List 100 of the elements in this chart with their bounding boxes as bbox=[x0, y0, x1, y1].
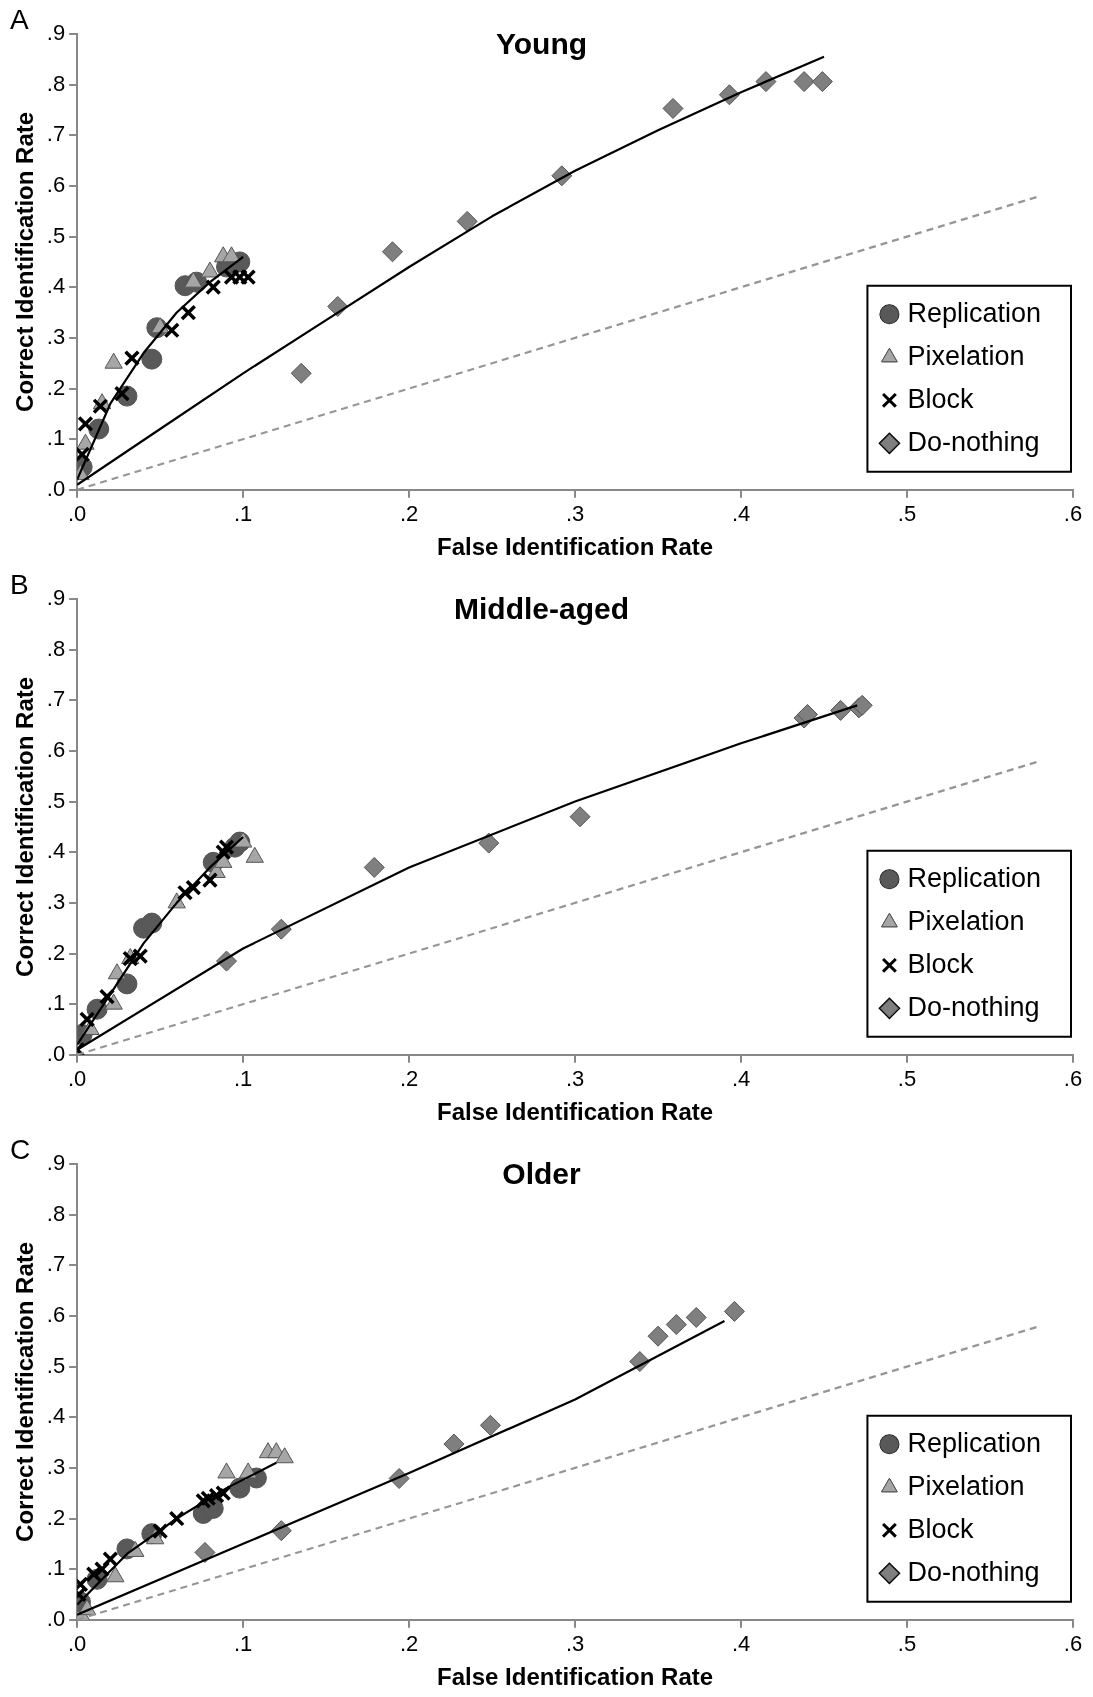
x-axis-title: False Identification Rate bbox=[437, 1663, 714, 1691]
y-tick-label: .3 bbox=[46, 888, 66, 914]
point bbox=[102, 1550, 119, 1568]
point bbox=[168, 1510, 185, 1527]
legend-label: Replication bbox=[907, 862, 1041, 893]
y-tick-label: .5 bbox=[46, 222, 66, 248]
x-tick-label: .0 bbox=[67, 1066, 87, 1092]
legend-label: Pixelation bbox=[907, 340, 1025, 371]
x-tick-label: .6 bbox=[1063, 1631, 1083, 1657]
y-tick-label: .8 bbox=[46, 1200, 66, 1226]
x-tick-label: .3 bbox=[565, 1066, 585, 1092]
point bbox=[201, 871, 219, 889]
x-tick-label: .2 bbox=[399, 1066, 419, 1092]
x-tick-label: .4 bbox=[731, 501, 751, 527]
point bbox=[443, 1433, 465, 1455]
point bbox=[723, 1300, 745, 1322]
chart-title: Young bbox=[495, 27, 588, 61]
point bbox=[382, 241, 403, 263]
y-tick-label: .0 bbox=[46, 1040, 66, 1066]
y-axis-title: Correct Identification Rate bbox=[11, 1241, 39, 1542]
point bbox=[92, 398, 109, 415]
y-tick-label: .2 bbox=[46, 374, 66, 400]
y-tick-label: .1 bbox=[46, 990, 66, 1016]
x-tick-label: .0 bbox=[67, 1631, 87, 1657]
point bbox=[176, 884, 194, 901]
point bbox=[363, 856, 385, 878]
y-tick-label: .3 bbox=[46, 323, 66, 349]
point bbox=[662, 97, 684, 119]
point bbox=[205, 279, 222, 296]
point bbox=[107, 963, 127, 980]
text: B bbox=[10, 569, 29, 601]
point bbox=[478, 832, 500, 854]
y-tick-label: .9 bbox=[46, 20, 66, 46]
x-tick-label: .5 bbox=[897, 1066, 917, 1092]
y-tick-label: .2 bbox=[46, 1504, 66, 1530]
point bbox=[98, 988, 116, 1005]
y-axis-title: Correct Identification Rate bbox=[11, 676, 39, 977]
x-tick-label: .5 bbox=[897, 1631, 917, 1657]
y-tick-label: .7 bbox=[46, 1251, 66, 1277]
point bbox=[163, 322, 180, 339]
point bbox=[479, 1414, 501, 1436]
y-tick-label: .4 bbox=[46, 1403, 66, 1429]
x-tick-label: .2 bbox=[399, 1631, 419, 1657]
legend-label: Block bbox=[907, 1513, 974, 1544]
point bbox=[456, 210, 478, 232]
y-tick-label: .4 bbox=[46, 838, 66, 864]
legend-label: Do-nothing bbox=[907, 991, 1040, 1022]
y-tick-label: .8 bbox=[46, 70, 66, 96]
y-tick-label: .6 bbox=[46, 737, 66, 762]
x-tick-label: .6 bbox=[1063, 501, 1083, 527]
point bbox=[239, 268, 257, 286]
point bbox=[685, 1306, 707, 1328]
x-axis-title: False Identification Rate bbox=[437, 1098, 714, 1126]
y-tick-label: .3 bbox=[46, 1453, 66, 1479]
point bbox=[141, 348, 163, 370]
legend-label: Replication bbox=[907, 297, 1041, 328]
point bbox=[223, 268, 240, 286]
text: C bbox=[10, 1134, 31, 1166]
point bbox=[215, 1485, 232, 1502]
x-tick-label: .1 bbox=[233, 1631, 253, 1657]
x-tick-label: .3 bbox=[565, 501, 585, 527]
legend-label: Pixelation bbox=[907, 1470, 1025, 1501]
x-tick-label: .1 bbox=[233, 1066, 253, 1092]
point bbox=[215, 844, 232, 861]
x-tick-label: .4 bbox=[731, 1631, 751, 1657]
text: A bbox=[10, 4, 29, 36]
legend-label: Replication bbox=[907, 1427, 1041, 1458]
y-tick-label: .9 bbox=[46, 585, 66, 611]
y-tick-label: .0 bbox=[46, 1605, 66, 1631]
point bbox=[180, 304, 197, 321]
point bbox=[194, 1541, 216, 1563]
y-tick-label: .5 bbox=[46, 787, 66, 813]
point bbox=[77, 415, 94, 433]
point bbox=[569, 806, 591, 828]
chart-title: Middle-aged bbox=[453, 592, 630, 626]
y-tick-label: .9 bbox=[46, 1150, 66, 1176]
point bbox=[195, 1492, 212, 1509]
point bbox=[113, 385, 131, 402]
legend-label: Block bbox=[907, 948, 974, 979]
chart-title: Older bbox=[502, 1157, 581, 1191]
y-tick-label: .8 bbox=[46, 635, 66, 661]
point bbox=[132, 947, 149, 965]
x-axis-title: False Identification Rate bbox=[437, 533, 714, 561]
point bbox=[811, 71, 833, 93]
y-tick-label: .7 bbox=[46, 686, 66, 712]
x-tick-label: .1 bbox=[233, 501, 253, 527]
point bbox=[78, 1011, 96, 1028]
y-tick-label: .5 bbox=[46, 1352, 66, 1378]
point bbox=[93, 1561, 111, 1578]
y-tick-label: .6 bbox=[46, 172, 66, 197]
x-tick-label: .0 bbox=[67, 501, 87, 527]
y-axis-title: Correct Identification Rate bbox=[11, 111, 39, 412]
point bbox=[793, 71, 815, 93]
y-tick-label: .4 bbox=[46, 273, 66, 299]
x-tick-label: .3 bbox=[565, 1631, 585, 1657]
y-tick-label: .0 bbox=[46, 475, 66, 501]
point bbox=[290, 362, 312, 384]
point bbox=[185, 879, 202, 896]
y-tick-label: .1 bbox=[46, 1555, 66, 1581]
point bbox=[208, 1487, 225, 1504]
